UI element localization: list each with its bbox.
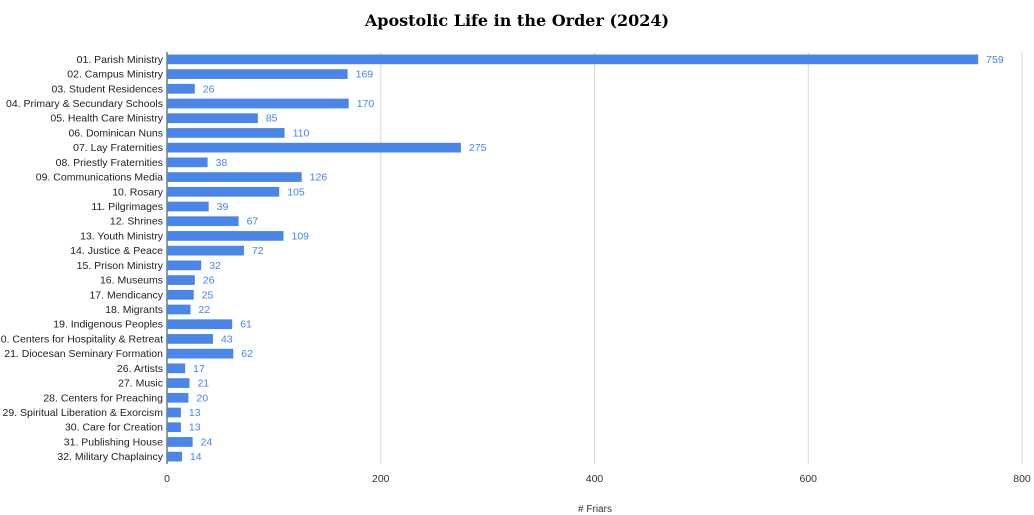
data-label: 26 [203, 275, 215, 287]
bar [167, 437, 193, 447]
x-axis-ticks: 0 200 400 600 800 [164, 473, 1031, 485]
category-label: 21. Diocesan Seminary Formation [4, 348, 163, 360]
bar [167, 231, 283, 241]
bar [167, 158, 208, 168]
bar [167, 305, 191, 315]
bar [167, 143, 461, 153]
data-label: 43 [221, 333, 233, 345]
data-label: 72 [252, 245, 264, 257]
category-label: 29. Spiritual Liberation & Exorcism [3, 407, 164, 419]
x-tick-label: 400 [586, 473, 604, 485]
bar [167, 364, 185, 374]
category-label: 09. Communications Media [36, 172, 163, 184]
bar [167, 334, 213, 344]
category-label: 06. Dominican Nuns [68, 127, 163, 139]
category-label: 05. Health Care Ministry [50, 113, 163, 125]
bar [167, 393, 188, 403]
category-label: 26. Artists [117, 363, 163, 375]
data-label: 25 [202, 289, 214, 301]
bar [167, 290, 194, 300]
data-label: 275 [469, 142, 487, 154]
bar [167, 246, 244, 256]
category-label: 28. Centers for Preaching [43, 392, 163, 404]
bar [167, 408, 181, 418]
bar [167, 55, 978, 65]
data-labels: 759 169 26 170 85 110 275 38 126 105 39 67 109 72 32 26… [189, 54, 1004, 463]
bar [167, 99, 349, 109]
category-label: 11. Pilgrimages [91, 201, 163, 213]
data-label: 26 [203, 83, 215, 95]
x-tick-label: 600 [799, 473, 817, 485]
category-label: 04. Primary & Secundary Schools [6, 98, 163, 110]
category-label: 07. Lay Fraternities [73, 142, 163, 154]
data-label: 17 [193, 363, 205, 375]
data-label: 126 [310, 172, 328, 184]
category-label: 12. Shrines [110, 216, 163, 228]
data-label: 22 [199, 304, 211, 316]
data-label: 61 [240, 319, 252, 331]
bar [167, 69, 348, 79]
bar [167, 378, 189, 388]
category-label: 18. Migrants [105, 304, 163, 316]
data-label: 21 [197, 378, 209, 390]
x-tick-label: 0 [164, 473, 170, 485]
category-label: 16. Museums [100, 275, 163, 287]
data-label: 759 [986, 54, 1004, 66]
category-label: 13. Youth Ministry [80, 230, 164, 242]
category-label: 17. Mendicancy [89, 289, 163, 301]
category-label: 32. Military Chaplaincy [57, 451, 163, 463]
bar [167, 216, 239, 226]
category-label: 20. Centers for Hospitality & Retreat [0, 333, 163, 345]
category-label: 14. Justice & Peace [70, 245, 163, 257]
bar [167, 319, 232, 329]
bar [167, 422, 181, 432]
bars [167, 55, 978, 462]
x-tick-label: 800 [1013, 473, 1031, 485]
category-label: 03. Student Residences [52, 83, 164, 95]
category-label: 27. Music [118, 378, 163, 390]
x-tick-label: 200 [372, 473, 390, 485]
data-label: 32 [209, 260, 221, 272]
data-label: 24 [201, 436, 213, 448]
data-label: 109 [291, 230, 309, 242]
bar [167, 128, 285, 138]
data-label: 170 [357, 98, 375, 110]
bar [167, 113, 258, 123]
category-label: 02. Campus Ministry [67, 69, 163, 81]
data-label: 39 [217, 201, 229, 213]
data-label: 13 [189, 422, 201, 434]
data-label: 110 [293, 127, 310, 139]
bar [167, 172, 302, 182]
x-axis-title: # Friars [578, 504, 612, 515]
category-label: 15. Prison Ministry [77, 260, 164, 272]
category-label: 10. Rosary [112, 186, 164, 198]
data-label: 105 [287, 186, 305, 198]
category-label: 31. Publishing House [64, 436, 163, 448]
gridlines [167, 52, 1022, 464]
category-label: 08. Priestly Fraternities [56, 157, 163, 169]
category-label: 01. Parish Ministry [77, 54, 164, 66]
data-label: 85 [266, 113, 278, 125]
chart-title: Apostolic Life in the Order (2024) [364, 11, 669, 30]
data-label: 38 [216, 157, 228, 169]
data-label: 169 [356, 69, 374, 81]
bar [167, 261, 201, 271]
bar [167, 187, 279, 197]
bar [167, 84, 195, 94]
category-label: 19. Indigenous Peoples [53, 319, 163, 331]
data-label: 62 [241, 348, 253, 360]
bar [167, 275, 195, 285]
data-label: 14 [190, 451, 202, 463]
category-label: 30. Care for Creation [65, 422, 163, 434]
category-labels: 01. Parish Ministry 02. Campus Ministry 03… [0, 54, 164, 463]
bar [167, 452, 182, 462]
data-label: 13 [189, 407, 201, 419]
data-label: 20 [196, 392, 208, 404]
data-label: 67 [247, 216, 259, 228]
bar [167, 349, 233, 359]
bar [167, 202, 209, 212]
